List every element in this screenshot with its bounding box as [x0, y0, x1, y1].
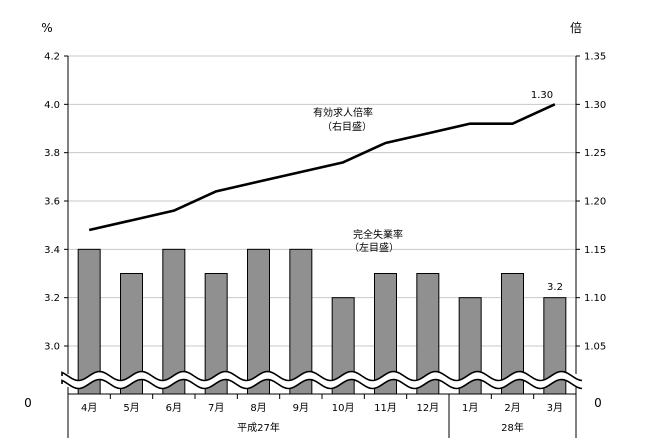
left-tick-label: 3.6: [44, 197, 60, 208]
category-label: 6月: [166, 402, 182, 414]
right-tick-label: 1.30: [584, 100, 606, 111]
category-label: 12月: [416, 402, 439, 414]
axis-break-line: [61, 378, 583, 390]
category-label: 10月: [332, 402, 355, 414]
category-label: 8月: [250, 402, 266, 414]
left-tick-label: 3.0: [44, 342, 60, 353]
right-axis-unit: 倍: [570, 20, 582, 35]
line-end-value-label: 1.30: [531, 90, 553, 101]
line-series: [88, 103, 556, 232]
axis-break-line: [61, 370, 583, 382]
axes: 3.0 3.2 3.4 3.6 3.8 4.0 4.2 1.05 1.10 1.15 1.20 1.2…: [44, 52, 606, 438]
category-label: 7月: [208, 402, 224, 414]
category-label: 11月: [374, 402, 397, 414]
right-axis-zero-label: 0: [594, 396, 602, 410]
left-tick-label: 3.4: [44, 245, 60, 256]
bar-series-label: 完全失業率: [353, 228, 403, 241]
left-tick-label: 4.2: [44, 52, 60, 63]
bar-series: [77, 248, 567, 395]
right-tick-label: 1.10: [584, 293, 606, 304]
left-tick-label: 3.2: [44, 293, 60, 304]
left-tick-label: 4.0: [44, 100, 60, 111]
axis-break: [61, 370, 583, 390]
left-tick-label: 3.8: [44, 148, 60, 159]
line-series-path: [88, 103, 556, 232]
right-tick-label: 1.25: [584, 148, 606, 159]
category-label: 5月: [123, 402, 139, 414]
left-axis-unit: %: [41, 21, 52, 35]
line-series-label: 有効求人倍率: [313, 106, 373, 119]
right-tick-label: 1.35: [584, 52, 606, 63]
group-label: 平成27年: [237, 421, 280, 434]
line-series-axis-note: （右目盛）: [322, 120, 372, 133]
bar-end-value-label: 3.2: [547, 282, 563, 293]
category-label: 9月: [293, 402, 309, 414]
category-label: 3月: [547, 402, 563, 414]
right-tick-label: 1.15: [584, 245, 606, 256]
category-label: 2月: [504, 402, 520, 414]
gridlines: [68, 55, 576, 347]
category-label: 1月: [462, 402, 478, 414]
bar-series-axis-note: （左目盛）: [349, 241, 399, 254]
right-tick-label: 1.20: [584, 197, 606, 208]
left-axis-zero-label: 0: [24, 396, 32, 410]
right-tick-label: 1.05: [584, 342, 606, 353]
category-label: 4月: [81, 402, 97, 414]
axis-break-band: [62, 371, 582, 389]
group-label: 28年: [501, 421, 524, 434]
